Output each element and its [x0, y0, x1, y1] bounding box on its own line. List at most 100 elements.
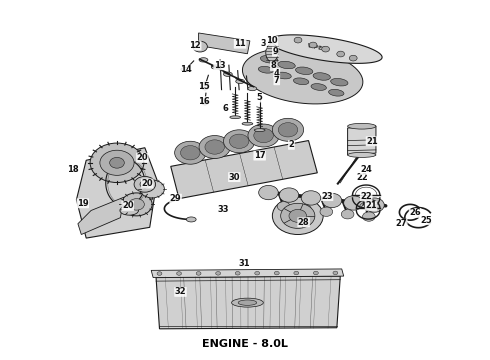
Text: 3: 3 [261, 39, 267, 48]
Text: 17: 17 [254, 151, 266, 160]
Circle shape [199, 135, 230, 158]
Circle shape [322, 46, 330, 52]
Text: 27: 27 [395, 219, 407, 228]
Text: 18: 18 [67, 166, 79, 175]
Circle shape [337, 51, 344, 57]
Circle shape [277, 202, 290, 211]
Ellipse shape [278, 61, 295, 69]
Text: ENGINE - 8.0L: ENGINE - 8.0L [202, 339, 288, 349]
Text: 25: 25 [420, 216, 432, 225]
Ellipse shape [236, 79, 245, 84]
Text: 22: 22 [360, 192, 372, 201]
Circle shape [333, 271, 338, 275]
Ellipse shape [254, 129, 265, 132]
Ellipse shape [347, 123, 376, 129]
Ellipse shape [201, 99, 208, 105]
Text: 4: 4 [274, 69, 280, 78]
Circle shape [90, 143, 144, 183]
Text: 20: 20 [122, 201, 134, 210]
Text: 21: 21 [366, 137, 378, 146]
Circle shape [294, 271, 299, 275]
Ellipse shape [211, 65, 220, 69]
Circle shape [216, 271, 220, 275]
Text: 6: 6 [222, 104, 228, 113]
Ellipse shape [331, 78, 348, 86]
Text: 20: 20 [137, 153, 148, 162]
Text: 15: 15 [197, 82, 209, 91]
Ellipse shape [260, 55, 278, 63]
Ellipse shape [242, 122, 253, 125]
Ellipse shape [248, 86, 257, 91]
Circle shape [121, 193, 152, 216]
Text: 9: 9 [272, 47, 278, 56]
Text: 16: 16 [197, 96, 209, 105]
Text: 13: 13 [214, 61, 225, 70]
Circle shape [349, 55, 357, 61]
Ellipse shape [223, 72, 232, 76]
Circle shape [289, 210, 307, 222]
Ellipse shape [266, 44, 278, 62]
Circle shape [281, 203, 315, 228]
Circle shape [341, 210, 354, 219]
Polygon shape [269, 35, 382, 63]
Circle shape [129, 199, 145, 210]
Polygon shape [76, 148, 157, 238]
Ellipse shape [232, 298, 263, 307]
Text: 7: 7 [274, 76, 280, 85]
Circle shape [294, 37, 302, 43]
Circle shape [363, 212, 375, 221]
Ellipse shape [295, 67, 313, 75]
Ellipse shape [181, 67, 190, 72]
Circle shape [278, 123, 298, 137]
Circle shape [134, 176, 156, 192]
Text: 22: 22 [356, 173, 368, 182]
Ellipse shape [311, 84, 326, 90]
Circle shape [272, 118, 304, 141]
Circle shape [110, 157, 124, 168]
Circle shape [180, 145, 200, 160]
Circle shape [301, 191, 321, 205]
Circle shape [235, 271, 240, 275]
Circle shape [255, 271, 260, 275]
Ellipse shape [199, 58, 208, 62]
Ellipse shape [120, 206, 139, 215]
Ellipse shape [201, 82, 209, 90]
Text: 8: 8 [270, 62, 276, 71]
Circle shape [248, 124, 279, 147]
Text: VIPER: VIPER [307, 44, 328, 53]
Text: 14: 14 [180, 65, 192, 74]
Text: 10: 10 [266, 36, 278, 45]
Text: 20: 20 [142, 179, 153, 188]
Ellipse shape [258, 66, 274, 73]
Circle shape [140, 181, 150, 188]
Circle shape [365, 198, 384, 212]
Ellipse shape [313, 73, 330, 80]
Circle shape [274, 271, 279, 275]
Text: 19: 19 [77, 199, 89, 208]
Polygon shape [198, 33, 250, 54]
Text: 11: 11 [234, 39, 246, 48]
Circle shape [196, 271, 201, 275]
Circle shape [205, 140, 224, 154]
Circle shape [343, 196, 363, 210]
Text: 29: 29 [170, 194, 181, 203]
Text: 5: 5 [257, 93, 263, 102]
Circle shape [279, 188, 299, 202]
Text: 28: 28 [298, 218, 310, 227]
Text: 21: 21 [365, 201, 377, 210]
Circle shape [100, 150, 134, 175]
Circle shape [254, 129, 273, 143]
Circle shape [272, 197, 323, 234]
Text: 2: 2 [289, 140, 294, 149]
Circle shape [320, 207, 333, 216]
Text: 30: 30 [228, 173, 240, 182]
Circle shape [298, 204, 311, 214]
Ellipse shape [230, 116, 241, 119]
Polygon shape [78, 197, 124, 234]
Circle shape [259, 185, 278, 200]
Text: 33: 33 [217, 205, 229, 214]
Text: 31: 31 [238, 259, 250, 268]
Circle shape [193, 41, 207, 52]
Ellipse shape [347, 152, 376, 157]
Circle shape [140, 180, 164, 198]
